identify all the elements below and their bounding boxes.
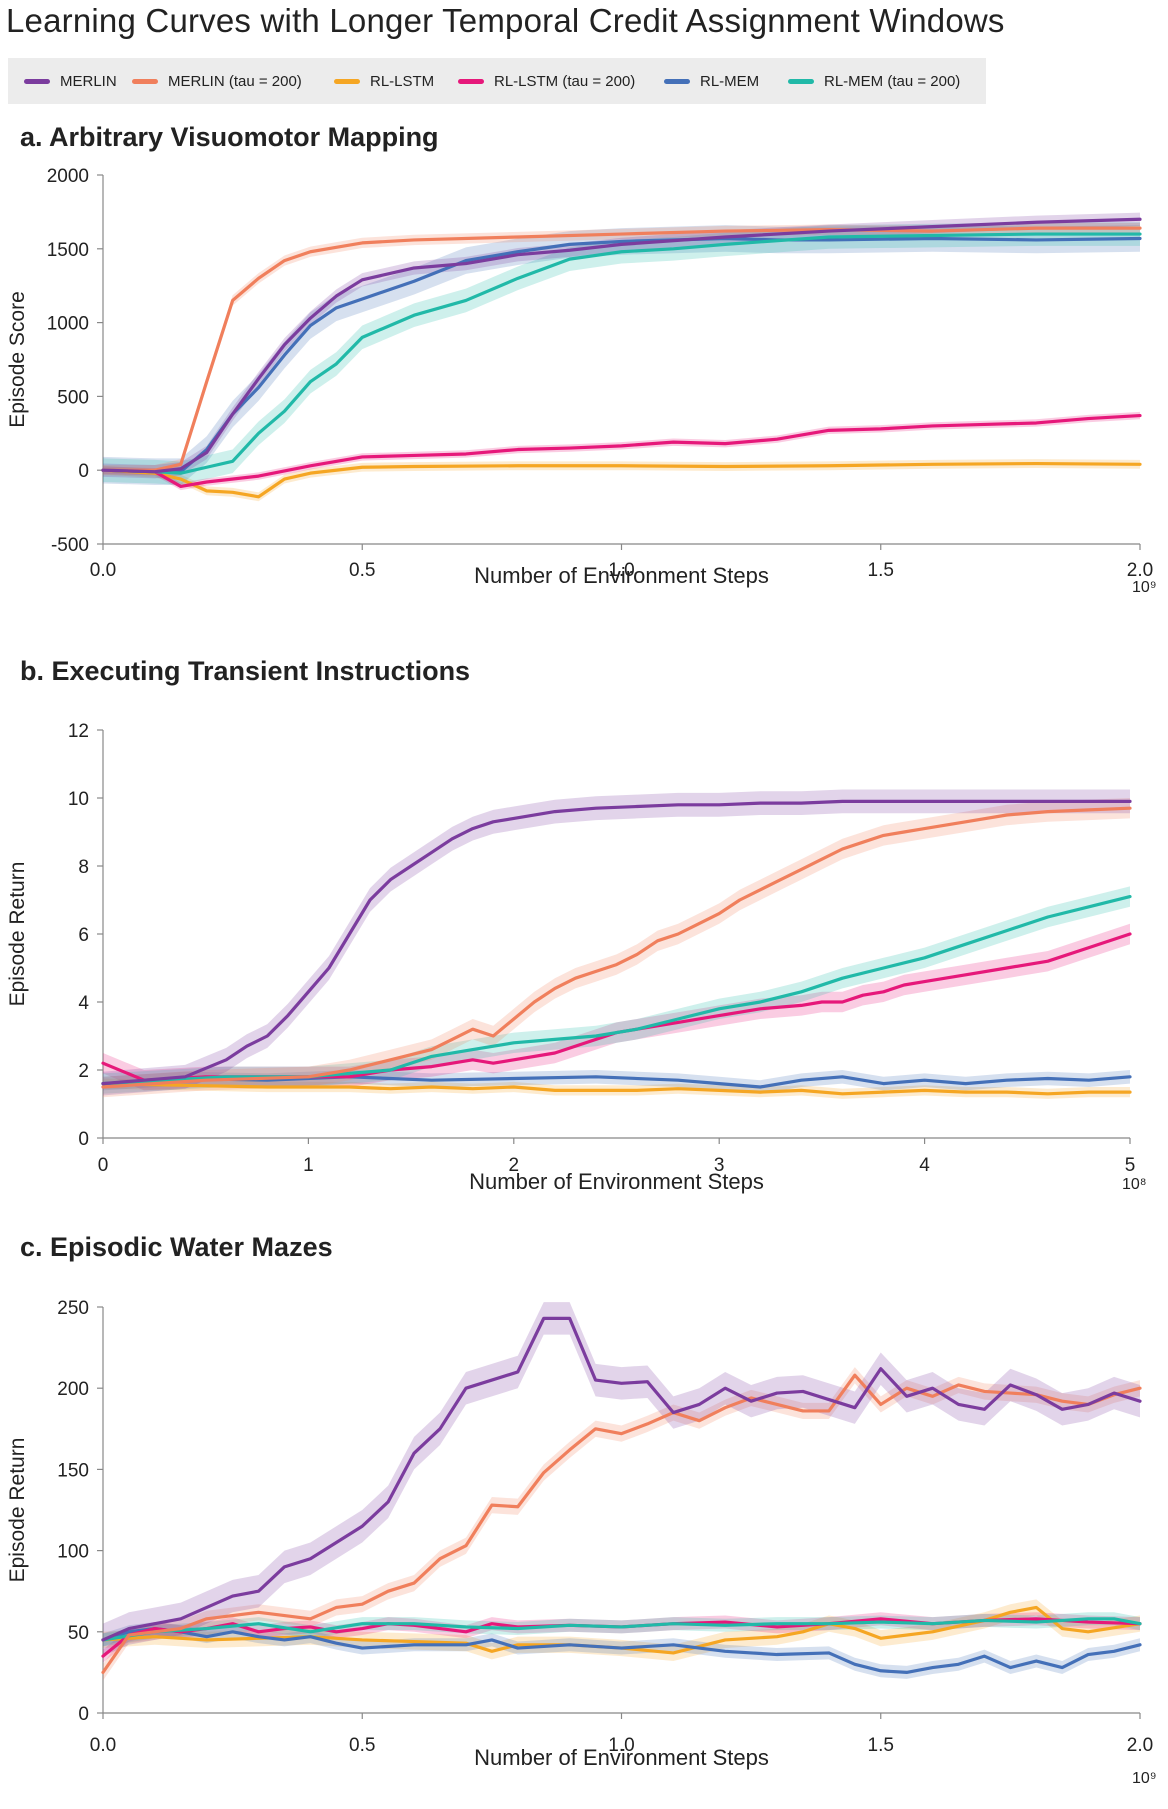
x-multiplier-label: 10⁹: [1132, 1770, 1157, 1787]
chart-c: 0 50 100 150 200 250 0.0 0.5 1.0 1.5 2.0 Number of …: [6, 1298, 1157, 1787]
x-multiplier-label: 10⁸: [1122, 1176, 1147, 1193]
legend-label: MERLIN: [60, 72, 117, 90]
legend-swatch: [458, 78, 484, 84]
x-tick-label: 0.0: [90, 560, 116, 581]
series-line-merlin: [101, 217, 1142, 474]
series-band-merlin: [103, 789, 1130, 1096]
y-tick-label: -500: [51, 535, 89, 556]
legend-item-merlin: MERLIN: [24, 58, 117, 104]
y-axis-label: Episode Return: [6, 862, 29, 1007]
y-tick-label: 2000: [47, 166, 89, 187]
series-line-rl-lstm-tau-200-: [101, 1617, 1142, 1658]
series-band-merlin: [103, 1302, 1140, 1657]
x-axis-label: Number of Environment Steps: [474, 563, 769, 588]
legend-label: MERLIN (tau = 200): [168, 72, 302, 90]
y-tick-label: 0: [78, 461, 89, 482]
x-multiplier-label: 10⁹: [1132, 579, 1157, 596]
panel-c-title: c. Episodic Water Mazes: [20, 1232, 333, 1262]
y-tick-label: 500: [57, 387, 89, 408]
series-line-merlin: [101, 799, 1132, 1086]
y-tick-label: 12: [68, 721, 89, 742]
legend-swatch: [132, 78, 158, 84]
series-line-merlin-tau-200-: [101, 806, 1132, 1089]
y-tick-label: 0: [78, 1704, 89, 1725]
series-band-rl-mem-tau-200-: [103, 886, 1130, 1094]
legend-item-rl-mem-tau: RL-MEM (tau = 200): [788, 58, 960, 104]
x-tick-label: 3: [714, 1155, 725, 1176]
legend-item-rl-mem: RL-MEM: [664, 58, 759, 104]
series-line-rl-mem-tau-200-: [101, 232, 1142, 475]
series-line-rl-mem-tau-200-: [101, 895, 1132, 1086]
series-band-rl-lstm: [103, 459, 1140, 502]
series-band-rl-lstm: [103, 1599, 1140, 1662]
series-band-rl-lstm-tau-200-: [103, 923, 1130, 1091]
series-line-rl-mem: [101, 1626, 1142, 1674]
y-tick-label: 1500: [47, 240, 89, 261]
y-tick-label: 10: [68, 789, 89, 810]
y-tick-label: 6: [78, 925, 89, 946]
panel-a-title: a. Arbitrary Visuomotor Mapping: [20, 122, 439, 152]
y-tick-label: 200: [57, 1379, 89, 1400]
panel-b-title: b. Executing Transient Instructions: [20, 656, 471, 686]
y-tick-label: 8: [78, 857, 89, 878]
x-tick-label: 2: [509, 1155, 520, 1176]
y-axis-label: Episode Return: [6, 1438, 29, 1583]
legend-swatch: [788, 78, 814, 84]
y-tick-label: 50: [68, 1623, 89, 1644]
series-band-rl-mem: [103, 225, 1140, 485]
series-band-rl-mem-tau-200-: [103, 222, 1140, 485]
series-band-merlin-tau-200-: [103, 1367, 1140, 1681]
legend-label: RL-LSTM (tau = 200): [494, 72, 636, 90]
chart-a: -500 0 500 1000 1500 2000 0.0 0.5 1.0 1.5 2.0 Numbe…: [6, 166, 1157, 596]
legend-swatch: [24, 78, 50, 84]
y-tick-label: 0: [78, 1129, 89, 1150]
x-tick-label: 2.0: [1127, 560, 1153, 581]
series-line-rl-lstm: [101, 461, 1142, 499]
series-line-merlin: [101, 1316, 1142, 1642]
series-line-rl-mem-tau-200-: [101, 1617, 1142, 1642]
legend-swatch: [334, 78, 360, 84]
legend-item-rl-lstm: RL-LSTM: [334, 58, 434, 104]
legend-label: RL-LSTM: [370, 72, 435, 90]
legend-label: RL-MEM (tau = 200): [824, 72, 961, 90]
y-tick-label: 1000: [47, 314, 89, 335]
series-band-rl-mem: [103, 1622, 1140, 1679]
x-tick-label: 1.0: [608, 1735, 634, 1756]
x-tick-label: 2.0: [1127, 1735, 1153, 1756]
y-tick-label: 4: [78, 993, 89, 1014]
legend-item-rl-lstm-tau: RL-LSTM (tau = 200): [458, 58, 635, 104]
x-tick-label: 0.0: [90, 1735, 116, 1756]
x-tick-label: 1.0: [608, 560, 634, 581]
x-tick-label: 1.5: [868, 1735, 894, 1756]
y-axis-label: Episode Score: [6, 291, 29, 428]
page-title: Learning Curves with Longer Temporal Cre…: [6, 2, 1005, 39]
legend-swatch: [664, 78, 690, 84]
series-line-rl-lstm-tau-200-: [101, 413, 1142, 489]
legend-label: RL-MEM: [700, 72, 760, 90]
series-band-rl-lstm-tau-200-: [103, 411, 1140, 491]
series-line-merlin-tau-200-: [101, 1373, 1142, 1674]
x-tick-label: 0: [98, 1155, 109, 1176]
y-tick-label: 150: [57, 1460, 89, 1481]
x-tick-label: 5: [1125, 1155, 1136, 1176]
x-axis-label: Number of Environment Steps: [474, 1745, 769, 1770]
x-tick-label: 0.5: [349, 560, 375, 581]
x-axis-label: Number of Environment Steps: [469, 1169, 764, 1194]
y-tick-label: 2: [78, 1061, 89, 1082]
x-tick-label: 0.5: [349, 1735, 375, 1756]
x-tick-label: 1: [303, 1155, 314, 1176]
x-tick-label: 1.5: [868, 560, 894, 581]
y-tick-label: 250: [57, 1298, 89, 1319]
x-tick-label: 4: [919, 1155, 930, 1176]
series-line-rl-lstm: [101, 1082, 1132, 1096]
legend-item-merlin-tau: MERLIN (tau = 200): [132, 58, 302, 104]
y-tick-label: 100: [57, 1542, 89, 1563]
legend: MERLIN MERLIN (tau = 200) RL-LSTM RL-LST…: [8, 58, 986, 104]
